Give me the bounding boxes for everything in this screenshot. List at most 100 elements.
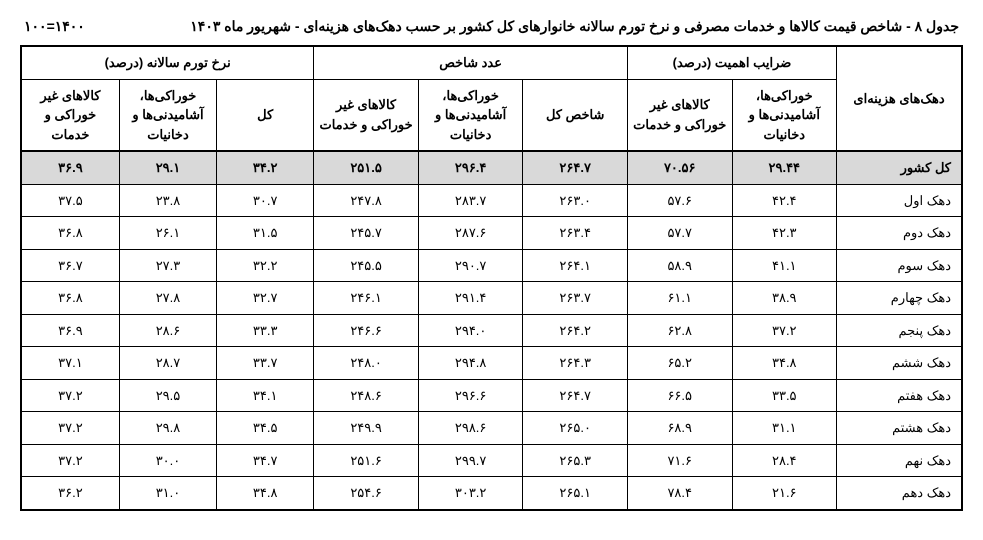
cell-value: ۳۷.۲ (21, 379, 119, 412)
row-label: دهک دهم (837, 477, 962, 510)
cell-value: ۲۶۴.۳ (523, 347, 628, 380)
cell-value: ۳۶.۹ (21, 151, 119, 184)
cell-value: ۳۷.۲ (21, 444, 119, 477)
cell-value: ۷۱.۶ (627, 444, 732, 477)
cell-value: ۲۶۴.۱ (523, 249, 628, 282)
row-label: دهک اول (837, 184, 962, 217)
table-row: دهک سوم۴۱.۱۵۸.۹۲۶۴.۱۲۹۰.۷۲۴۵.۵۳۲.۲۲۷.۳۳۶… (21, 249, 962, 282)
cell-value: ۲۸.۶ (119, 314, 216, 347)
cell-value: ۲۹۶.۴ (418, 151, 523, 184)
cell-value: ۲۵۴.۶ (314, 477, 419, 510)
cell-value: ۳۴.۲ (217, 151, 314, 184)
cell-value: ۵۸.۹ (627, 249, 732, 282)
cell-value: ۲۵۱.۶ (314, 444, 419, 477)
cell-value: ۲۶۴.۲ (523, 314, 628, 347)
cell-value: ۳۱.۱ (732, 412, 837, 445)
cell-value: ۳۱.۰ (119, 477, 216, 510)
row-label: دهک هشتم (837, 412, 962, 445)
cell-value: ۲۶۳.۰ (523, 184, 628, 217)
cell-value: ۲۴۸.۰ (314, 347, 419, 380)
table-row: دهک پنجم۳۷.۲۶۲.۸۲۶۴.۲۲۹۴.۰۲۴۶.۶۳۳.۳۲۸.۶۳… (21, 314, 962, 347)
base-year-label: ۱۴۰۰=۱۰۰ (24, 18, 85, 35)
row-label: دهک سوم (837, 249, 962, 282)
col-r-total: کل (217, 79, 314, 151)
cell-value: ۲۹۰.۷ (418, 249, 523, 282)
row-label: دهک دوم (837, 217, 962, 250)
row-label: دهک هفتم (837, 379, 962, 412)
cell-value: ۲۸۳.۷ (418, 184, 523, 217)
cell-value: ۳۴.۸ (217, 477, 314, 510)
cell-value: ۲۶.۱ (119, 217, 216, 250)
cell-value: ۲۸۷.۶ (418, 217, 523, 250)
cell-value: ۲۷.۸ (119, 282, 216, 315)
cell-value: ۲۹۴.۸ (418, 347, 523, 380)
cell-value: ۲۹.۴۴ (732, 151, 837, 184)
table-row: دهک ششم۳۴.۸۶۵.۲۲۶۴.۳۲۹۴.۸۲۴۸.۰۳۳.۷۲۸.۷۳۷… (21, 347, 962, 380)
table-row: دهک نهم۲۸.۴۷۱.۶۲۶۵.۳۲۹۹.۷۲۵۱.۶۳۴.۷۳۰.۰۳۷… (21, 444, 962, 477)
cell-value: ۳۱.۵ (217, 217, 314, 250)
cell-value: ۳۳.۷ (217, 347, 314, 380)
table-row: دهک اول۴۲.۴۵۷.۶۲۶۳.۰۲۸۳.۷۲۴۷.۸۳۰.۷۲۳.۸۳۷… (21, 184, 962, 217)
cell-value: ۲۶۵.۰ (523, 412, 628, 445)
row-label: دهک ششم (837, 347, 962, 380)
row-label: کل کشور (837, 151, 962, 184)
cell-value: ۲۸.۴ (732, 444, 837, 477)
cell-value: ۳۳.۳ (217, 314, 314, 347)
col-decile: دهک‌های هزینه‌ای (837, 46, 962, 151)
cell-value: ۶۱.۱ (627, 282, 732, 315)
table-row: دهک هشتم۳۱.۱۶۸.۹۲۶۵.۰۲۹۸.۶۲۴۹.۹۳۴.۵۲۹.۸۳… (21, 412, 962, 445)
cell-value: ۲۴۶.۱ (314, 282, 419, 315)
cell-value: ۷۸.۴ (627, 477, 732, 510)
table-row: دهک دوم۴۲.۳۵۷.۷۲۶۳.۴۲۸۷.۶۲۴۵.۷۳۱.۵۲۶.۱۳۶… (21, 217, 962, 250)
cell-value: ۲۸.۷ (119, 347, 216, 380)
cell-value: ۳۰۳.۲ (418, 477, 523, 510)
cell-value: ۲۹۸.۶ (418, 412, 523, 445)
cell-value: ۲۹۶.۶ (418, 379, 523, 412)
table-header: جدول ۸ - شاخص قیمت کالاها و خدمات مصرفی … (20, 18, 963, 35)
cell-value: ۲۶۵.۳ (523, 444, 628, 477)
cell-value: ۳۰.۰ (119, 444, 216, 477)
cell-value: ۲۹۴.۰ (418, 314, 523, 347)
cell-value: ۳۷.۱ (21, 347, 119, 380)
col-r-nonfood: کالاهای غیر خوراکی و خدمات (21, 79, 119, 151)
cell-value: ۳۴.۵ (217, 412, 314, 445)
table-row: کل کشور۲۹.۴۴۷۰.۵۶۲۶۴.۷۲۹۶.۴۲۵۱.۵۳۴.۲۲۹.۱… (21, 151, 962, 184)
group-index: عدد شاخص (314, 46, 628, 79)
cell-value: ۲۹.۸ (119, 412, 216, 445)
cell-value: ۲۹۱.۴ (418, 282, 523, 315)
cell-value: ۳۷.۲ (21, 412, 119, 445)
group-inflation: نرخ تورم سالانه (درصد) (21, 46, 314, 79)
table-row: دهک چهارم۳۸.۹۶۱.۱۲۶۳.۷۲۹۱.۴۲۴۶.۱۳۲.۷۲۷.۸… (21, 282, 962, 315)
cell-value: ۲۴۹.۹ (314, 412, 419, 445)
cell-value: ۳۴.۱ (217, 379, 314, 412)
cell-value: ۲۳.۸ (119, 184, 216, 217)
cell-value: ۲۴۸.۶ (314, 379, 419, 412)
col-w-food: خوراکی‌ها، آشامیدنی‌ها و دخانیات (732, 79, 837, 151)
cell-value: ۲۶۴.۷ (523, 151, 628, 184)
cell-value: ۲۱.۶ (732, 477, 837, 510)
cell-value: ۲۷.۳ (119, 249, 216, 282)
cell-value: ۳۶.۹ (21, 314, 119, 347)
cell-value: ۳۸.۹ (732, 282, 837, 315)
cell-value: ۳۴.۸ (732, 347, 837, 380)
cell-value: ۳۶.۲ (21, 477, 119, 510)
table-row: دهک هفتم۳۳.۵۶۶.۵۲۶۴.۷۲۹۶.۶۲۴۸.۶۳۴.۱۲۹.۵۳… (21, 379, 962, 412)
cell-value: ۳۶.۸ (21, 217, 119, 250)
cell-value: ۶۶.۵ (627, 379, 732, 412)
cell-value: ۲۹.۱ (119, 151, 216, 184)
row-label: دهک چهارم (837, 282, 962, 315)
cell-value: ۳۳.۵ (732, 379, 837, 412)
cell-value: ۲۶۳.۴ (523, 217, 628, 250)
cell-value: ۲۴۵.۷ (314, 217, 419, 250)
cell-value: ۶۵.۲ (627, 347, 732, 380)
cell-value: ۳۷.۵ (21, 184, 119, 217)
cell-value: ۳۶.۸ (21, 282, 119, 315)
cell-value: ۲۵۱.۵ (314, 151, 419, 184)
cell-value: ۵۷.۶ (627, 184, 732, 217)
cell-value: ۲۶۵.۱ (523, 477, 628, 510)
group-weights: ضرایب اهمیت (درصد) (627, 46, 836, 79)
cell-value: ۳۷.۲ (732, 314, 837, 347)
cell-value: ۳۲.۲ (217, 249, 314, 282)
col-i-food: خوراکی‌ها، آشامیدنی‌ها و دخانیات (418, 79, 523, 151)
cell-value: ۲۹.۵ (119, 379, 216, 412)
